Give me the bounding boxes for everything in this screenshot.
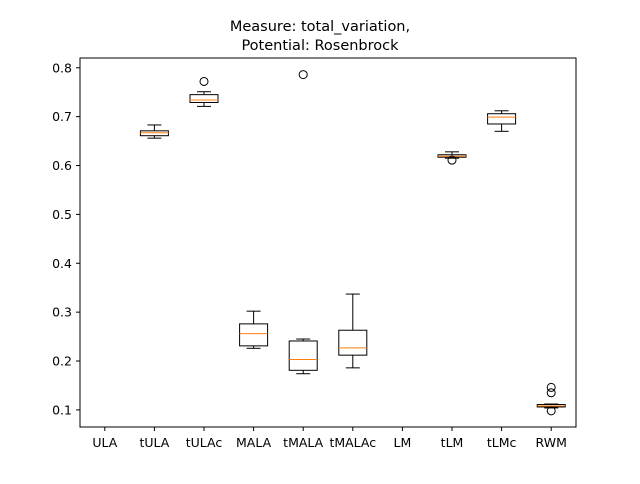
y-tick-label: 0.5 [52,207,72,222]
y-tick-label: 0.2 [52,354,72,369]
box-tMALAc [338,293,368,369]
box-tULAc [189,76,219,107]
x-tick-label: tMALAc [329,435,376,450]
outlier-point [546,388,556,398]
x-tick-label: tMALA [283,435,323,450]
x-tick-label: tLM [441,435,464,450]
outlier-point [447,155,457,165]
iqr-box [288,340,318,371]
y-tick-label: 0.1 [52,402,72,417]
chart-title-line-2: Potential: Rosenbrock [241,38,399,54]
chart-title-line-1: Measure: total_variation, [230,19,410,35]
box-MALA [239,310,269,349]
x-tick-label: tLMc [487,435,517,450]
outlier-point [546,406,556,416]
x-tick-label: LM [394,435,412,450]
box-RWM [536,382,566,416]
x-axis: ULA tULA tULAc MALA tMALA tMALAc LM tLM tLMc RWM [92,427,567,450]
y-axis: 0.1 0.2 0.3 0.4 0.5 0.6 0.7 0.8 [52,60,80,417]
x-tick-label: RWM [536,435,567,450]
iqr-box [338,329,368,356]
box-tLM [437,151,467,165]
iqr-box [239,323,269,347]
outlier-point [546,382,556,392]
y-tick-label: 0.3 [52,305,72,320]
iqr-box [487,113,517,125]
axes-frame [79,57,577,428]
plot-area [139,70,566,416]
outlier-point [199,76,209,86]
x-tick-label: tULA [139,435,169,450]
y-tick-label: 0.7 [52,109,72,124]
box-tULA [139,124,169,139]
box-tLMc [487,110,517,132]
y-tick-label: 0.4 [52,256,72,271]
x-tick-label: MALA [236,435,272,450]
outlier-point [298,70,308,80]
x-tick-label: tULAc [186,435,223,450]
x-tick-label: ULA [92,435,117,450]
y-tick-label: 0.6 [52,158,72,173]
box-tMALA [288,70,318,375]
y-tick-label: 0.8 [52,60,72,75]
iqr-box [189,94,219,103]
